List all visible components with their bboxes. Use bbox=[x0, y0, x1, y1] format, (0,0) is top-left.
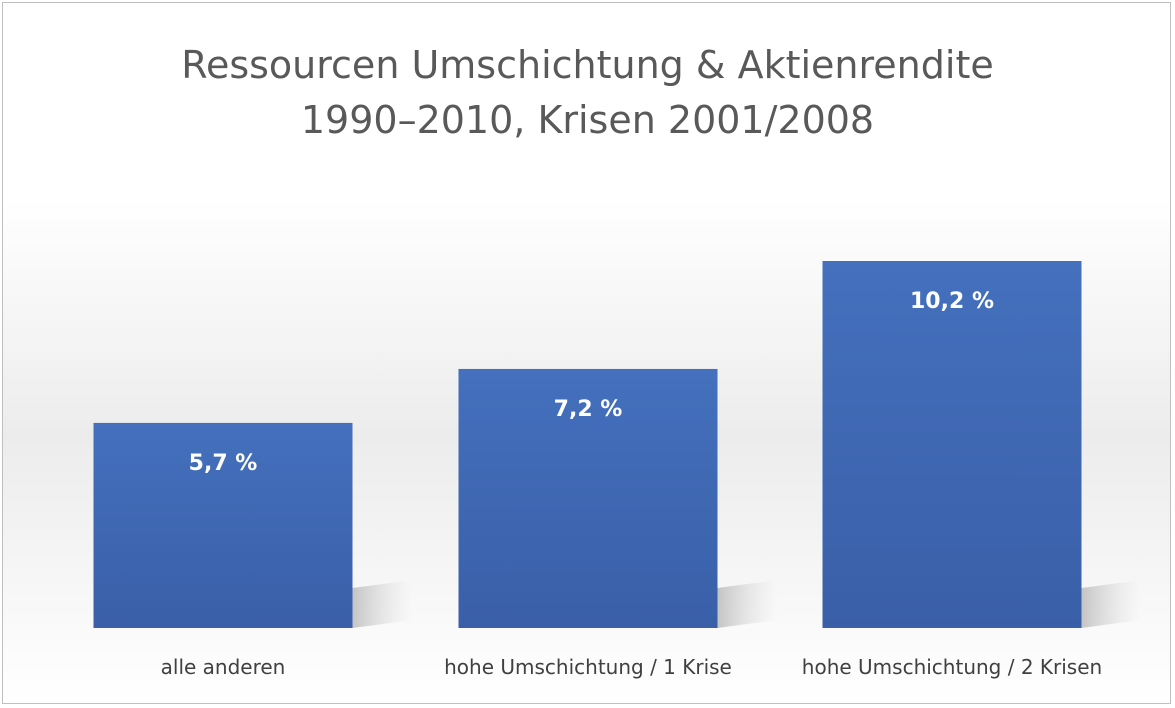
value-labels: 5,7 % 7,2 % 10,2 % bbox=[189, 289, 994, 476]
category-labels: alle anderen hohe Umschichtung / 1 Krise h… bbox=[161, 655, 1103, 679]
bar-shadow bbox=[352, 580, 413, 628]
bar-shadows bbox=[352, 580, 1142, 628]
data-label: 10,2 % bbox=[910, 289, 994, 314]
category-label: hohe Umschichtung / 1 Krise bbox=[444, 655, 732, 679]
bar-shadow bbox=[1081, 580, 1142, 628]
data-label: 7,2 % bbox=[554, 397, 623, 422]
chart-title: Ressourcen Umschichtung & Aktienrendite … bbox=[0, 38, 1175, 148]
data-label: 5,7 % bbox=[189, 451, 258, 476]
chart-title-line-1: Ressourcen Umschichtung & Aktienrendite bbox=[181, 43, 994, 87]
bar-shadow bbox=[717, 580, 778, 628]
category-label: hohe Umschichtung / 2 Krisen bbox=[802, 655, 1102, 679]
bars bbox=[93, 261, 1082, 628]
bar bbox=[458, 368, 718, 628]
category-label: alle anderen bbox=[161, 655, 286, 679]
bar bbox=[93, 422, 353, 628]
bar bbox=[822, 261, 1082, 628]
chart-title-line-2: 1990–2010, Krisen 2001/2008 bbox=[300, 98, 875, 142]
